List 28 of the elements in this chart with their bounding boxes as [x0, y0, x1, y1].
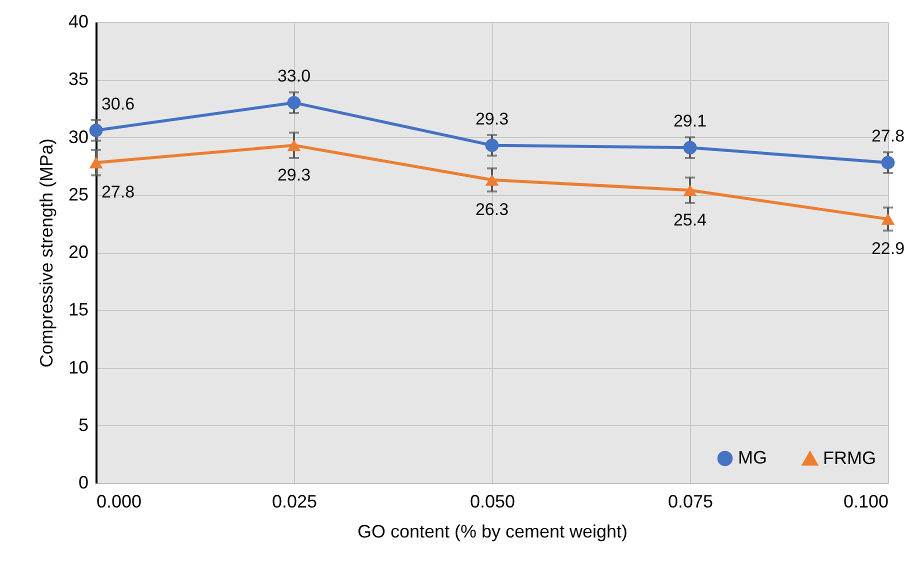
y-tick-label: 10 — [68, 357, 88, 378]
y-tick-label: 25 — [68, 184, 88, 204]
legend-label: MG — [738, 447, 767, 468]
x-tick-label: 0.025 — [272, 492, 318, 512]
data-label: 29.1 — [673, 112, 707, 131]
data-label: 22.9 — [871, 239, 905, 258]
data-label: 33.0 — [277, 66, 311, 86]
x-axis-title: GO content (% by cement weight) — [357, 522, 628, 542]
x-tick-label: 0.000 — [96, 492, 142, 512]
data-label: 27.8 — [101, 182, 135, 202]
y-tick-label: 5 — [78, 414, 88, 435]
y-tick-label: 0 — [78, 472, 88, 492]
y-tick-label: 40 — [68, 12, 88, 32]
x-tick-label: 0.100 — [843, 492, 888, 512]
data-label: 27.8 — [871, 126, 905, 146]
y-tick-label: 20 — [68, 242, 88, 262]
data-label: 25.4 — [673, 210, 707, 230]
y-tick-label: 15 — [68, 300, 88, 320]
legend-label: FRMG — [823, 448, 876, 468]
y-tick-label: 30 — [68, 126, 88, 147]
x-tick-label: 0.050 — [470, 492, 516, 512]
data-label: 26.3 — [475, 200, 509, 219]
data-label: 29.3 — [475, 109, 509, 128]
x-tick-label: 0.075 — [668, 492, 714, 512]
y-tick-label: 35 — [68, 69, 88, 90]
data-label: 29.3 — [277, 165, 311, 184]
y-axis-title: Compressive strength (MPa) — [36, 138, 56, 368]
data-label: 30.6 — [101, 94, 135, 114]
